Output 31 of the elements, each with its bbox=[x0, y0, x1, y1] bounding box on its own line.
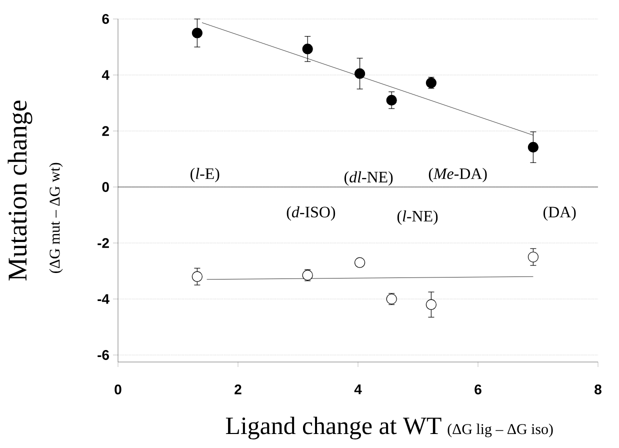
y-tick-label: 4 bbox=[102, 70, 110, 80]
point bbox=[426, 299, 437, 310]
point bbox=[528, 252, 539, 262]
point bbox=[354, 257, 366, 268]
x-tick-label: 0 bbox=[114, 384, 122, 394]
point bbox=[354, 68, 366, 79]
text: (ΔG mut – ΔG wt) bbox=[49, 162, 63, 273]
y-tick-label: 2 bbox=[102, 126, 109, 136]
x-tick-label: 8 bbox=[594, 384, 602, 394]
x-tick-label: 6 bbox=[474, 384, 482, 394]
point bbox=[528, 142, 539, 153]
x-axis-title: Ligand change at WT bbox=[226, 416, 442, 440]
y-tick-label: 6 bbox=[102, 14, 109, 24]
point bbox=[386, 94, 397, 106]
point bbox=[192, 28, 202, 38]
x-tick-label: 2 bbox=[234, 384, 242, 394]
annotation: (dl-NE) bbox=[344, 171, 393, 186]
annotation: (l-E) bbox=[190, 168, 220, 182]
y-tick-label: 0 bbox=[102, 182, 109, 192]
point bbox=[302, 44, 313, 54]
annotation: (DA) bbox=[543, 206, 576, 221]
y-tick-label: -4 bbox=[98, 294, 110, 304]
y-tick-label: -2 bbox=[98, 238, 109, 248]
annotation: (Me-DA) bbox=[428, 168, 487, 182]
x-tick-label: 4 bbox=[354, 384, 362, 394]
y-axis-title: Mutation change bbox=[8, 100, 32, 280]
y-tick-label: -6 bbox=[98, 350, 109, 360]
annotation: (d-ISO) bbox=[286, 206, 336, 221]
point bbox=[192, 271, 202, 282]
text: (ΔG lig – ΔG iso) bbox=[448, 424, 553, 438]
annotation: (l-NE) bbox=[397, 210, 438, 225]
